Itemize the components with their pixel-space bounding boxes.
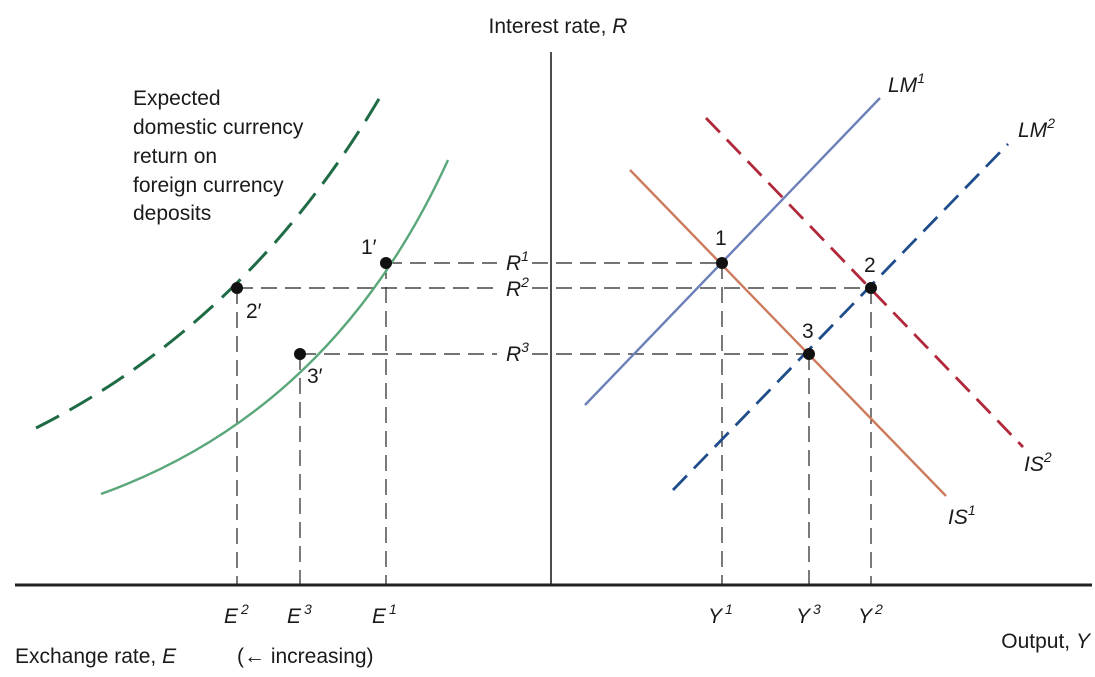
- point-2-prime-label: 2′: [246, 300, 262, 323]
- point-2-label: 2: [864, 254, 876, 277]
- point-3: [803, 348, 815, 360]
- point-3-label: 3: [802, 320, 814, 343]
- lm2-curve: [671, 143, 1010, 491]
- point-1: [716, 257, 728, 269]
- lm2-label: LM2: [1018, 115, 1055, 142]
- point-2: [865, 282, 877, 294]
- lm1-curve: [584, 97, 881, 406]
- x-axis-right-title: Output, Y: [1001, 630, 1092, 653]
- equilibrium-points: [231, 257, 877, 360]
- fx-curve-label: Expected domestic currency return on for…: [133, 87, 309, 225]
- is1-curve: [629, 169, 947, 497]
- lm1-label: LM1: [888, 70, 925, 97]
- point-1-label: 1: [715, 227, 727, 250]
- x-axis-left-note: (← increasing): [237, 645, 374, 668]
- is2-label: IS2: [1024, 449, 1052, 476]
- fx-return-curve: [100, 159, 450, 496]
- point-1-prime-label: 1′: [361, 236, 377, 259]
- x-axis-left-title: Exchange rate, E: [15, 645, 177, 668]
- point-2-prime: [231, 282, 243, 294]
- r3-label: R3: [506, 339, 529, 366]
- is1-label: IS1: [948, 502, 976, 529]
- fx-return-curve-dashed: [35, 91, 385, 430]
- guide-lines: [236, 262, 872, 585]
- is2-curve: [704, 117, 1025, 448]
- point-3-prime: [294, 348, 306, 360]
- point-1-prime: [380, 257, 392, 269]
- r2-label: R2: [506, 274, 529, 301]
- r1-label: R1: [506, 248, 529, 275]
- point-3-prime-label: 3′: [307, 365, 323, 388]
- y-axis-title: Interest rate, R: [489, 15, 628, 38]
